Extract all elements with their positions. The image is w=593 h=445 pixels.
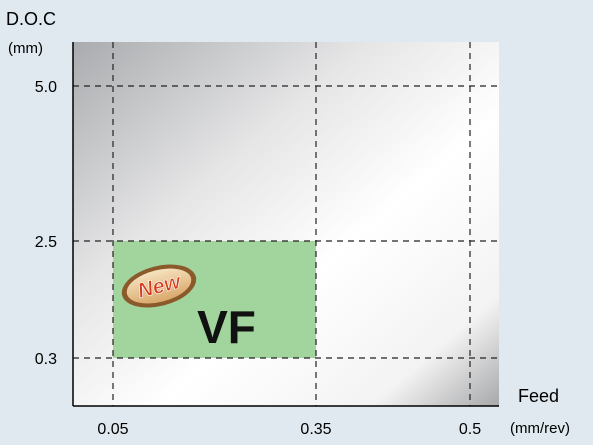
y-tick-label-2: 5.0 (35, 79, 57, 96)
x-axis-unit: (mm/rev) (510, 420, 570, 437)
tick-labels: 0.05 0.35 0.5 0.3 2.5 5.0 (35, 79, 481, 438)
x-tick-label-0: 0.05 (97, 421, 128, 438)
x-tick-label-2: 0.5 (459, 421, 481, 438)
y-tick-label-1: 2.5 (35, 234, 57, 251)
new-badge-icon: New (121, 264, 197, 308)
y-axis-label: D.O.C (6, 9, 56, 29)
y-tick-label-0: 0.3 (35, 351, 57, 368)
region-label: VF (197, 301, 256, 353)
y-axis-unit: (mm) (8, 40, 43, 57)
x-axis-label: Feed (518, 386, 559, 406)
x-tick-label-1: 0.35 (300, 421, 331, 438)
